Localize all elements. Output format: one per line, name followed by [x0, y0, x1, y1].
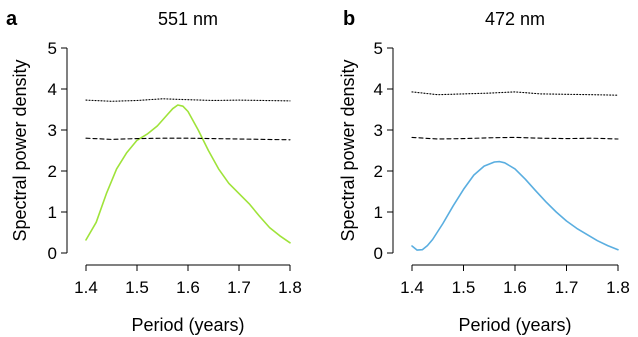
chart-title: 551 nm [158, 9, 218, 29]
x-axis-label: Period (years) [458, 315, 571, 335]
series-line-dotted [85, 98, 291, 102]
series-line-dashed [85, 137, 291, 141]
x-tick-label: 1.5 [125, 278, 149, 297]
series-line-solid [85, 104, 291, 244]
y-axis-label: Spectral power density [10, 59, 30, 241]
chart-panel-a: a 551 nm 0 1 2 3 4 5 1.4 1.5 1.6 1.7 1.8 Period (year… [6, 8, 302, 335]
x-tick-label: 1.6 [503, 278, 527, 297]
series-line-dotted [411, 91, 619, 96]
y-axis-label: Spectral power density [338, 59, 358, 241]
x-tick-label: 1.4 [400, 278, 424, 297]
y-tick-label: 4 [374, 80, 383, 99]
y-tick-label: 0 [374, 244, 383, 263]
x-tick-label: 1.4 [74, 278, 98, 297]
x-tick-label: 1.8 [606, 278, 630, 297]
panel-letter: a [6, 8, 18, 30]
y-tick-label: 1 [374, 203, 383, 222]
y-tick-label: 2 [374, 162, 383, 181]
y-tick-label: 2 [48, 162, 57, 181]
y-tick-label: 5 [374, 39, 383, 58]
panel-letter: b [343, 8, 355, 30]
y-tick-label: 5 [48, 39, 57, 58]
x-tick-label: 1.6 [176, 278, 200, 297]
x-tick-label: 1.5 [452, 278, 476, 297]
y-tick-label: 3 [374, 121, 383, 140]
y-tick-label: 0 [48, 244, 57, 263]
chart-panel-b: b 472 nm 0 1 2 3 4 5 1.4 1.5 1.6 1.7 1.8 Period (year… [338, 8, 630, 335]
x-axis-label: Period (years) [131, 315, 244, 335]
y-tick-label: 1 [48, 203, 57, 222]
series-line-dashed [411, 136, 619, 140]
y-tick-label: 4 [48, 80, 57, 99]
x-tick-label: 1.7 [227, 278, 251, 297]
y-tick-label: 3 [48, 121, 57, 140]
x-tick-label: 1.7 [555, 278, 579, 297]
chart-title: 472 nm [485, 9, 545, 29]
series-line-solid [411, 160, 619, 251]
x-tick-label: 1.8 [278, 278, 302, 297]
